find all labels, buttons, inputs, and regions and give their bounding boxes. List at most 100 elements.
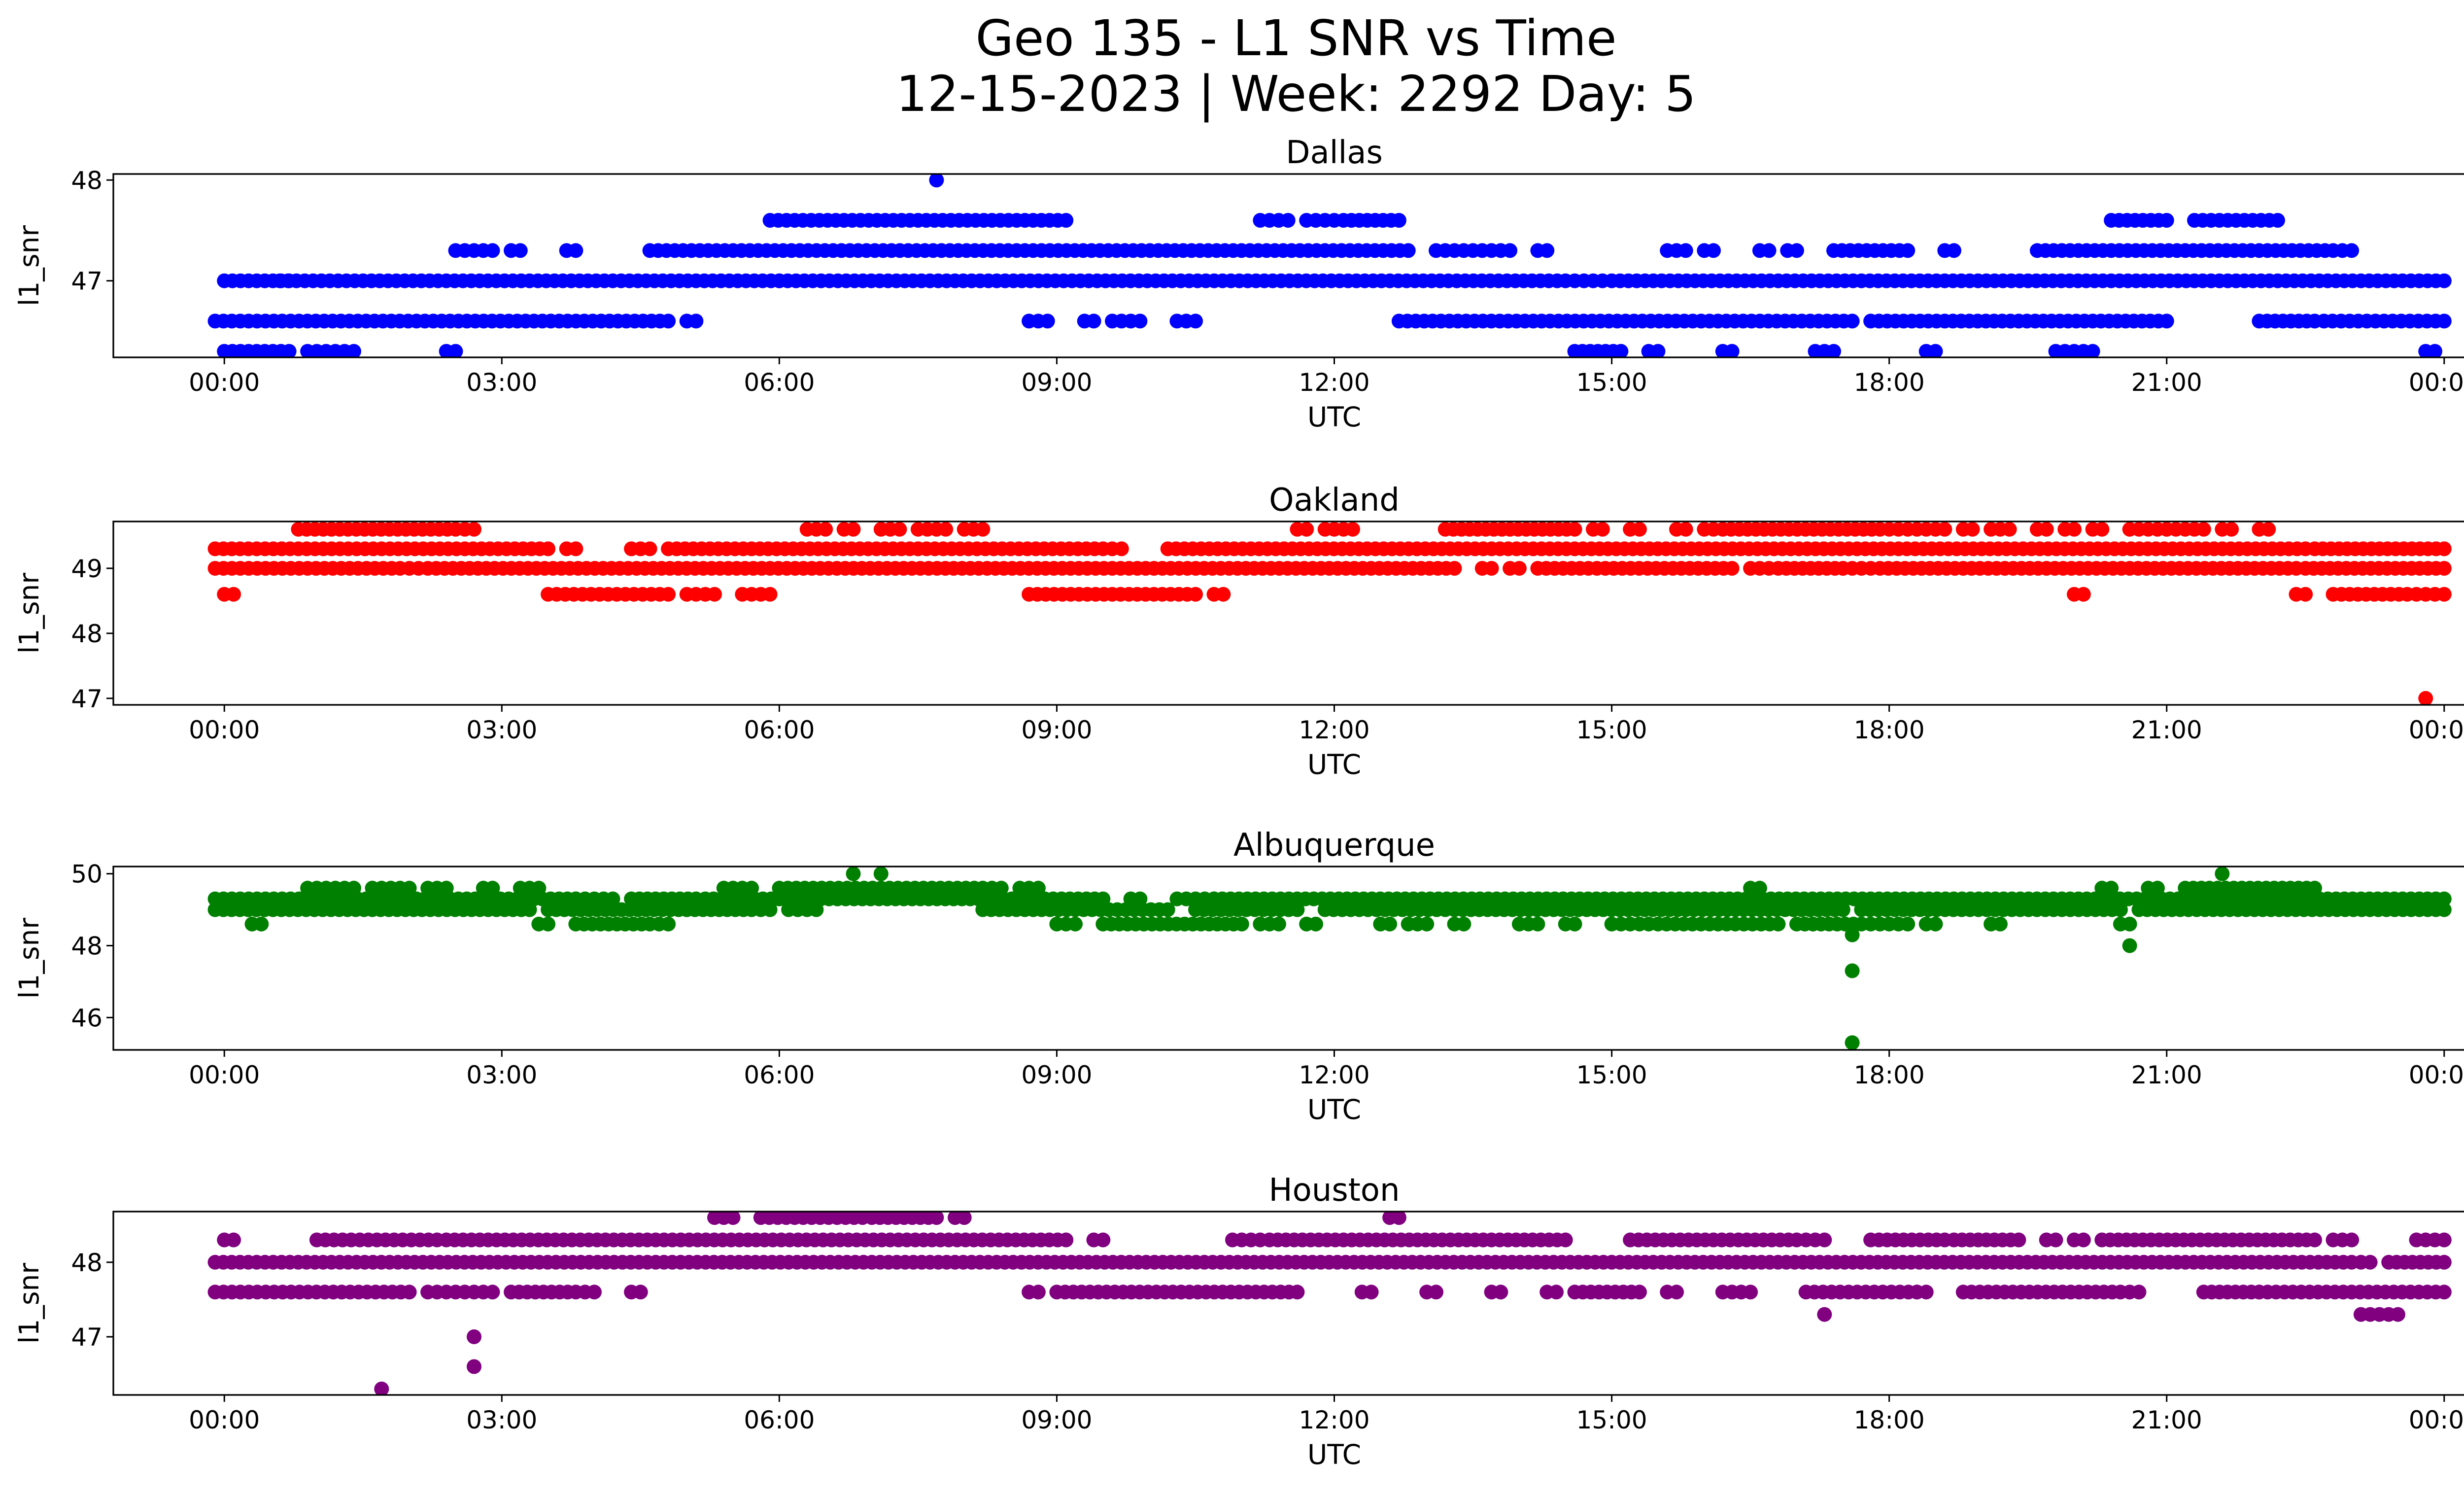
x-tick-label: 21:00 [2131, 1061, 2202, 1089]
data-point [2344, 1232, 2360, 1248]
data-point [485, 1285, 500, 1300]
data-point [661, 587, 676, 602]
subplot-title: Albuquerque [1233, 827, 1435, 864]
data-point [1567, 916, 1582, 932]
data-point [541, 541, 556, 556]
data-points [207, 174, 2452, 357]
data-points [207, 867, 2452, 1050]
subplot-title: Dallas [1286, 135, 1383, 171]
data-point [2122, 938, 2137, 953]
y-tick-label: 48 [71, 620, 103, 648]
x-axis-label: UTC [1307, 749, 1361, 780]
y-axis-label: l1_snr [13, 918, 45, 999]
x-tick-label: 06:00 [744, 368, 815, 397]
data-point [2428, 344, 2442, 357]
data-point [254, 916, 269, 932]
data-point [605, 891, 620, 906]
data-point [2390, 1307, 2405, 1322]
data-point [2159, 313, 2174, 329]
data-point [1928, 344, 1943, 357]
data-point [1345, 522, 1360, 537]
data-point [1845, 963, 1860, 978]
data-point [2104, 880, 2119, 896]
data-point [2436, 313, 2452, 329]
data-point [1845, 313, 1860, 329]
data-point [1086, 313, 1101, 329]
x-tick-label: 03:00 [466, 1406, 537, 1434]
y-tick-label: 49 [71, 555, 103, 583]
data-point [1095, 1232, 1111, 1248]
x-tick-label: 06:00 [744, 1061, 815, 1089]
data-point [1928, 916, 1943, 932]
data-point [2196, 522, 2211, 537]
data-point [846, 867, 861, 881]
data-point [1188, 313, 1203, 329]
data-point [2076, 587, 2091, 602]
data-point [1835, 902, 1850, 917]
data-point [642, 541, 657, 556]
data-point [1401, 243, 1416, 258]
data-point [587, 1285, 602, 1300]
data-point [513, 243, 528, 258]
x-tick-label: 12:00 [1299, 716, 1369, 744]
data-point [1040, 313, 1055, 329]
data-point [1530, 916, 1545, 932]
data-point [1429, 1285, 1443, 1300]
subplot-albuquerque: Albuquerque 00:00 03:00 06:00 09:00 12:00 15:0… [13, 827, 2464, 1125]
data-point [1724, 561, 1740, 576]
data-point [1290, 902, 1305, 917]
data-point [2436, 1232, 2452, 1248]
data-point [1567, 522, 1582, 537]
data-point [661, 916, 676, 932]
subplot-houston: Houston 00:00 03:00 06:00 09:00 12:00 15:00 18:… [13, 1172, 2464, 1470]
data-point [1059, 213, 1074, 228]
data-point [1595, 522, 1610, 537]
data-point [2261, 522, 2276, 537]
data-point [1030, 1285, 1046, 1300]
data-point [1188, 587, 1203, 602]
x-tick-label: 00:00 [189, 1406, 260, 1434]
data-point [1789, 243, 1804, 258]
data-point [2436, 561, 2452, 576]
data-point [467, 1329, 481, 1344]
x-tick-label: 12:00 [1299, 1406, 1369, 1434]
x-tick-label: 00:00 [189, 368, 260, 397]
x-tick-label: 15:00 [1576, 1061, 1647, 1089]
data-point [1947, 243, 1961, 258]
data-point [2085, 344, 2100, 357]
data-point [633, 1285, 648, 1300]
data-point [929, 174, 944, 188]
data-point [1761, 243, 1777, 258]
data-point [975, 522, 991, 537]
data-point [1678, 522, 1693, 537]
x-tick-label: 18:00 [1854, 716, 1925, 744]
data-point [1271, 916, 1286, 932]
subplot-oakland: Oakland 00:00 03:00 06:00 09:00 12:00 15:00 18:… [13, 482, 2464, 780]
data-point [725, 1212, 741, 1225]
data-point [2159, 213, 2174, 228]
data-point [873, 867, 889, 881]
x-tick-label: 12:00 [1299, 1061, 1369, 1089]
data-point [2418, 691, 2433, 705]
x-tick-label: 18:00 [1854, 368, 1925, 397]
data-point [2362, 1254, 2378, 1270]
data-point [1817, 1232, 1832, 1248]
data-point [2039, 522, 2054, 537]
data-point [2113, 902, 2128, 917]
data-point [1299, 522, 1314, 537]
data-point [2436, 1285, 2452, 1300]
data-point [1549, 1285, 1564, 1300]
y-tick-label: 47 [71, 685, 103, 713]
data-point [346, 344, 361, 357]
data-point [1160, 902, 1175, 917]
data-point [818, 522, 833, 537]
data-point [661, 313, 676, 329]
data-point [2436, 1254, 2452, 1270]
x-tick-label: 09:00 [1021, 368, 1092, 397]
data-point [1059, 1232, 1074, 1248]
data-point [1114, 541, 1129, 556]
y-tick-label: 47 [71, 1323, 103, 1352]
data-point [1308, 916, 1323, 932]
